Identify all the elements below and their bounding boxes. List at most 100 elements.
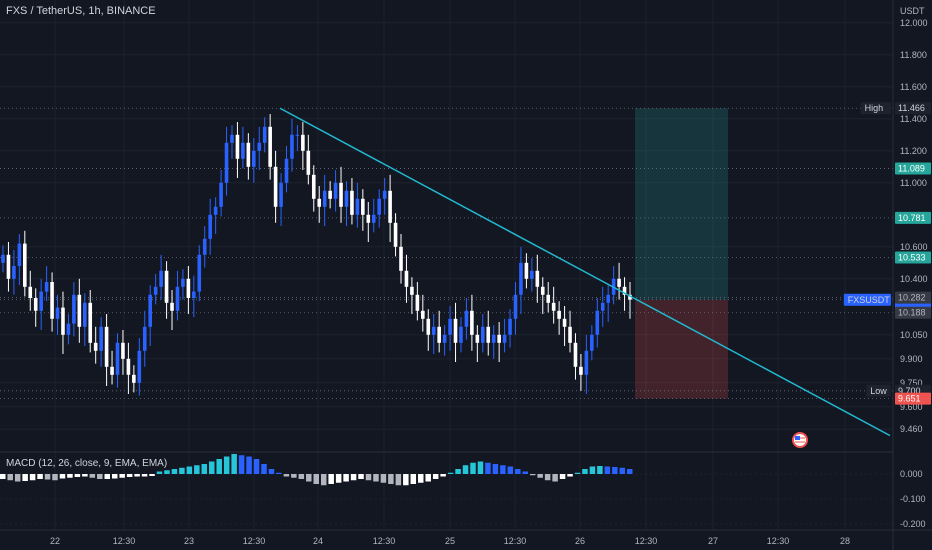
time-tick-label: 12:30 bbox=[504, 536, 527, 546]
price-axis[interactable]: 12.000 11.800 11.600 11.400 11.200 11.000 10.6… bbox=[900, 18, 928, 434]
macd-bar bbox=[612, 467, 618, 474]
us-flag-icon[interactable] bbox=[792, 432, 808, 448]
macd-bar bbox=[37, 474, 43, 479]
time-axis[interactable]: 22 12:30 23 12:30 24 12:30 25 12:30 26 12:30 27 12:… bbox=[50, 536, 850, 546]
candle-body bbox=[600, 302, 605, 311]
candle-body bbox=[568, 326, 572, 343]
candle-body bbox=[132, 374, 136, 383]
candle-body bbox=[126, 358, 131, 375]
long-position-tool[interactable] bbox=[635, 108, 728, 399]
candle-body bbox=[421, 310, 425, 319]
candle-body bbox=[470, 310, 474, 335]
candle-body bbox=[464, 310, 469, 327]
candle-body bbox=[562, 318, 567, 327]
macd-bar bbox=[619, 467, 626, 474]
macd-bar bbox=[440, 474, 446, 477]
macd-bar bbox=[604, 466, 611, 474]
candle-body bbox=[382, 190, 387, 199]
time-tick-label: 26 bbox=[575, 536, 585, 546]
candle-body bbox=[50, 282, 54, 319]
candle-body bbox=[39, 291, 43, 311]
macd-title: MACD (12, 26, close, 9, EMA, EMA) bbox=[6, 458, 167, 469]
candle-body bbox=[497, 334, 501, 343]
macd-bar bbox=[29, 474, 36, 481]
price-label-value: 11.466 bbox=[898, 103, 925, 113]
candle-body bbox=[491, 334, 496, 343]
price-tag-label: FXSUSDT bbox=[848, 295, 891, 305]
macd-bar bbox=[544, 474, 551, 481]
candle-body bbox=[66, 323, 71, 335]
candle-body bbox=[595, 310, 600, 335]
macd-bar bbox=[119, 474, 125, 478]
macd-bar bbox=[14, 474, 21, 482]
macd-bar bbox=[335, 474, 342, 483]
macd-bar bbox=[589, 466, 596, 474]
time-tick-label: 24 bbox=[313, 536, 323, 546]
macd-bar bbox=[291, 474, 297, 478]
candle-body bbox=[192, 291, 196, 298]
macd-bar bbox=[82, 474, 88, 477]
trendline[interactable] bbox=[279, 107, 891, 437]
candle-body bbox=[142, 326, 147, 351]
macd-bar bbox=[216, 459, 222, 474]
time-tick-label: 28 bbox=[840, 536, 850, 546]
macd-bar bbox=[0, 474, 6, 479]
macd-bar bbox=[470, 462, 476, 474]
candle-body bbox=[72, 294, 76, 324]
candle-body bbox=[99, 326, 103, 351]
price-label-value: 10.781 bbox=[898, 213, 926, 223]
candle-body bbox=[590, 334, 594, 351]
price-tick-label: 11.200 bbox=[900, 146, 927, 156]
candle-body bbox=[344, 190, 349, 207]
macd-bar bbox=[350, 474, 357, 481]
candle-body bbox=[252, 150, 256, 167]
candle-body bbox=[453, 318, 458, 343]
time-tick-label: 23 bbox=[184, 536, 194, 546]
price-tick-label: 9.750 bbox=[900, 378, 923, 388]
candle-body bbox=[224, 142, 229, 183]
position-stop-zone bbox=[635, 299, 728, 399]
time-tick-label: 25 bbox=[445, 536, 455, 546]
macd-bar bbox=[74, 474, 81, 477]
macd-bar bbox=[209, 461, 215, 474]
candle-body bbox=[502, 334, 507, 343]
macd-bar bbox=[89, 474, 96, 478]
candle-body bbox=[535, 270, 540, 287]
candle-body bbox=[208, 214, 212, 239]
macd-tick-label: -0.200 bbox=[900, 519, 926, 529]
price-tick-label: 9.600 bbox=[900, 402, 923, 412]
candle-body bbox=[115, 342, 120, 375]
macd-bar bbox=[328, 474, 334, 484]
price-tick-label: 12.000 bbox=[900, 18, 928, 28]
macd-bar bbox=[149, 474, 155, 476]
time-tick-label: 12:30 bbox=[113, 536, 136, 546]
candle-body bbox=[622, 286, 627, 295]
macd-bar bbox=[343, 474, 349, 482]
candle-body bbox=[273, 166, 278, 207]
candle-body bbox=[573, 342, 578, 367]
price-tick-label: 9.460 bbox=[900, 424, 923, 434]
candle-body bbox=[480, 326, 485, 343]
candle-body bbox=[317, 198, 322, 207]
candle-body bbox=[241, 142, 245, 159]
macd-bar bbox=[313, 474, 319, 484]
macd-bar bbox=[126, 474, 133, 477]
macd-bar bbox=[171, 469, 178, 474]
candle-body bbox=[6, 254, 11, 279]
macd-bar bbox=[627, 469, 633, 474]
candle-body bbox=[104, 326, 109, 367]
candle-body bbox=[257, 142, 262, 151]
macd-bar bbox=[156, 471, 163, 474]
candle-body bbox=[28, 286, 33, 298]
candle-body bbox=[551, 302, 556, 311]
candle-body bbox=[617, 278, 621, 287]
candle-body bbox=[61, 307, 65, 335]
macd-bar bbox=[22, 474, 28, 481]
macd-bar bbox=[7, 474, 13, 481]
candle-body bbox=[584, 350, 589, 375]
candle-body bbox=[181, 278, 185, 287]
macd-bar bbox=[373, 474, 379, 482]
candle-body bbox=[333, 182, 338, 199]
candle-body bbox=[361, 198, 365, 215]
